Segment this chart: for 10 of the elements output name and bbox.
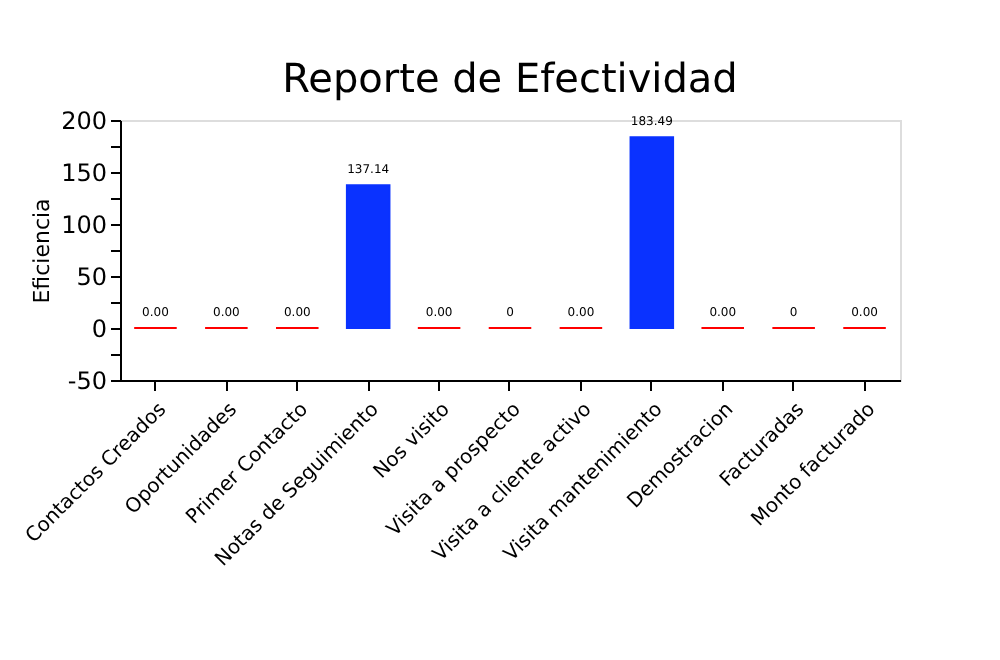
bar <box>345 184 391 329</box>
y-axis-title: Eficiencia <box>29 198 56 304</box>
bar <box>629 136 675 329</box>
y-tick-label: -50 <box>67 367 107 395</box>
y-tick-label: 200 <box>61 107 107 135</box>
y-tick-label: 0 <box>91 315 107 343</box>
chart-title: Reporte de Efectividad <box>282 54 738 102</box>
y-tick-label: 150 <box>61 159 107 187</box>
y-tick-label: 100 <box>61 211 107 239</box>
y-tick-label: 50 <box>76 263 107 291</box>
